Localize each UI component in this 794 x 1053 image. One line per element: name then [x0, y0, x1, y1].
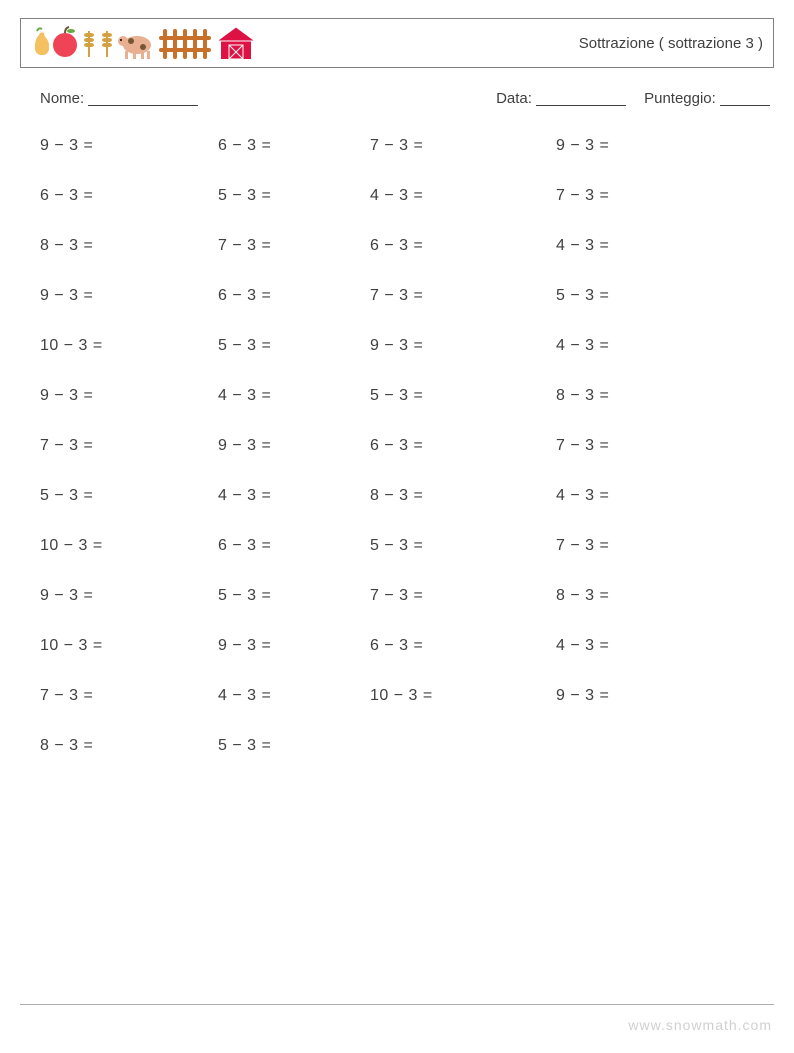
problem-cell[interactable]: 5 − 3 = — [218, 337, 370, 355]
name-blank[interactable] — [88, 105, 198, 106]
name-label: Nome: — [40, 90, 84, 107]
problem-row: 7 − 3 =4 − 3 =10 − 3 =9 − 3 = — [40, 687, 774, 705]
problem-row: 6 − 3 =5 − 3 =4 − 3 =7 − 3 = — [40, 187, 774, 205]
problem-cell[interactable]: 5 − 3 = — [370, 537, 556, 555]
problem-row: 9 − 3 =6 − 3 =7 − 3 =5 − 3 = — [40, 287, 774, 305]
problem-cell[interactable]: 6 − 3 = — [40, 187, 218, 205]
problem-cell[interactable]: 7 − 3 = — [218, 237, 370, 255]
problem-cell[interactable]: 10 − 3 = — [40, 337, 218, 355]
problem-cell[interactable]: 8 − 3 = — [370, 487, 556, 505]
problem-cell[interactable]: 7 − 3 = — [556, 437, 609, 455]
problem-cell[interactable]: 4 − 3 = — [218, 387, 370, 405]
problem-cell[interactable]: 5 − 3 = — [556, 287, 609, 305]
problem-cell[interactable]: 4 − 3 = — [370, 187, 556, 205]
problem-cell[interactable]: 7 − 3 = — [40, 687, 218, 705]
problem-cell[interactable]: 6 − 3 = — [218, 137, 370, 155]
problem-cell[interactable]: 8 − 3 = — [556, 587, 609, 605]
problem-cell[interactable]: 4 − 3 = — [556, 237, 609, 255]
problem-row: 8 − 3 =7 − 3 =6 − 3 =4 − 3 = — [40, 237, 774, 255]
problem-cell[interactable]: 10 − 3 = — [40, 637, 218, 655]
problem-cell[interactable]: 4 − 3 = — [556, 487, 609, 505]
problem-cell[interactable]: 8 − 3 = — [556, 387, 609, 405]
problem-cell[interactable]: 8 − 3 = — [40, 737, 218, 755]
problem-row: 5 − 3 =4 − 3 =8 − 3 =4 − 3 = — [40, 487, 774, 505]
worksheet-title: Sottrazione ( sottrazione 3 ) — [579, 35, 763, 52]
problem-cell[interactable]: 4 − 3 = — [556, 637, 609, 655]
problem-cell[interactable]: 6 − 3 = — [370, 437, 556, 455]
problem-cell[interactable]: 7 − 3 = — [556, 187, 609, 205]
problem-cell[interactable]: 5 − 3 = — [40, 487, 218, 505]
date-field: Data: — [496, 90, 626, 107]
problems-grid: 9 − 3 =6 − 3 =7 − 3 =9 − 3 =6 − 3 =5 − 3… — [20, 137, 774, 755]
footer-url: www.snowmath.com — [628, 1017, 772, 1033]
problem-cell[interactable]: 5 − 3 = — [218, 737, 370, 755]
problem-cell[interactable]: 9 − 3 = — [370, 337, 556, 355]
problem-cell[interactable]: 10 − 3 = — [40, 537, 218, 555]
problem-cell[interactable]: 9 − 3 = — [40, 287, 218, 305]
problem-row: 10 − 3 =9 − 3 =6 − 3 =4 − 3 = — [40, 637, 774, 655]
header-box: Sottrazione ( sottrazione 3 ) — [20, 18, 774, 68]
problem-cell[interactable]: 6 − 3 = — [218, 537, 370, 555]
problem-cell[interactable]: 7 − 3 = — [370, 137, 556, 155]
problem-row: 9 − 3 =4 − 3 =5 − 3 =8 − 3 = — [40, 387, 774, 405]
date-blank[interactable] — [536, 105, 626, 106]
problem-cell[interactable]: 9 − 3 = — [40, 587, 218, 605]
problem-cell[interactable]: 6 − 3 = — [370, 637, 556, 655]
header-icons — [27, 23, 259, 63]
worksheet-page: Sottrazione ( sottrazione 3 ) Nome: Data… — [0, 0, 794, 755]
problem-cell[interactable]: 7 − 3 = — [370, 587, 556, 605]
problem-cell[interactable]: 5 − 3 = — [218, 587, 370, 605]
farm-icons-svg — [27, 23, 259, 63]
name-field: Nome: — [40, 90, 198, 107]
problem-cell[interactable]: 7 − 3 = — [40, 437, 218, 455]
score-field: Punteggio: — [644, 90, 770, 107]
problem-cell[interactable]: 8 − 3 = — [40, 237, 218, 255]
score-blank[interactable] — [720, 105, 770, 106]
problem-cell[interactable]: 9 − 3 = — [218, 437, 370, 455]
date-label: Data: — [496, 90, 532, 107]
problem-cell[interactable]: 10 − 3 = — [370, 687, 556, 705]
problem-cell[interactable]: 9 − 3 = — [40, 387, 218, 405]
problem-cell[interactable] — [370, 737, 556, 755]
problem-cell[interactable]: 9 − 3 = — [218, 637, 370, 655]
info-row: Nome: Data: Punteggio: — [20, 90, 774, 107]
problem-row: 7 − 3 =9 − 3 =6 − 3 =7 − 3 = — [40, 437, 774, 455]
problem-cell[interactable]: 4 − 3 = — [218, 687, 370, 705]
problem-cell[interactable]: 6 − 3 = — [370, 237, 556, 255]
problem-row: 10 − 3 =5 − 3 =9 − 3 =4 − 3 = — [40, 337, 774, 355]
problem-cell[interactable]: 9 − 3 = — [556, 687, 609, 705]
problem-cell[interactable]: 9 − 3 = — [40, 137, 218, 155]
problem-row: 8 − 3 =5 − 3 = — [40, 737, 774, 755]
score-label: Punteggio: — [644, 90, 716, 107]
problem-cell[interactable]: 7 − 3 = — [370, 287, 556, 305]
problem-cell[interactable]: 7 − 3 = — [556, 537, 609, 555]
problem-row: 10 − 3 =6 − 3 =5 − 3 =7 − 3 = — [40, 537, 774, 555]
problem-cell[interactable]: 5 − 3 = — [218, 187, 370, 205]
problem-cell[interactable]: 6 − 3 = — [218, 287, 370, 305]
problem-cell[interactable]: 4 − 3 = — [556, 337, 609, 355]
problem-cell[interactable]: 9 − 3 = — [556, 137, 609, 155]
problem-row: 9 − 3 =5 − 3 =7 − 3 =8 − 3 = — [40, 587, 774, 605]
problem-row: 9 − 3 =6 − 3 =7 − 3 =9 − 3 = — [40, 137, 774, 155]
footer-divider — [20, 1004, 774, 1005]
problem-cell[interactable]: 4 − 3 = — [218, 487, 370, 505]
problem-cell[interactable]: 5 − 3 = — [370, 387, 556, 405]
